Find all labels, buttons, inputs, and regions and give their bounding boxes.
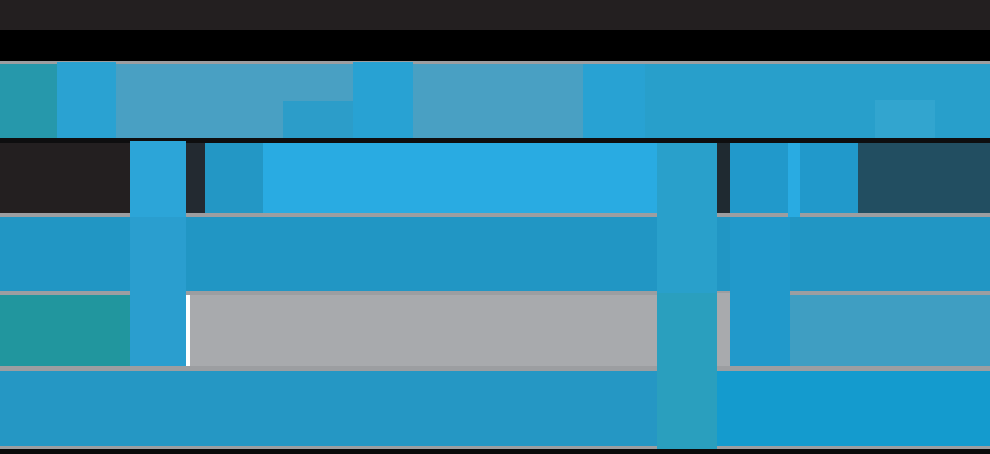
rule-gray-5: [0, 446, 990, 449]
row2-bright-sliver: [788, 143, 800, 220]
row2-dark-gap-1: [186, 143, 205, 213]
row2-blue-block-1: [205, 143, 263, 213]
row4-light-band: [790, 295, 990, 366]
header-strip: [0, 30, 990, 63]
row1-faint-block: [875, 100, 935, 141]
top-bar: [0, 0, 990, 30]
row4-teal-block: [0, 295, 130, 366]
row2-dark-gap-2: [717, 143, 730, 213]
row1-blue-block-c: [583, 64, 645, 141]
rule-gray-top: [0, 61, 990, 65]
row2-bright-main: [263, 143, 660, 213]
row1-right-band: [645, 64, 990, 141]
column-b-lower: [657, 293, 717, 449]
row2-dark-left: [0, 143, 130, 213]
column-c: [730, 217, 790, 366]
row1-teal-block: [0, 64, 58, 141]
row1-blue-block-a: [57, 62, 116, 141]
bottom-bar: [0, 449, 990, 454]
column-b-upper: [657, 143, 717, 293]
row2-blue-block-2: [730, 143, 788, 213]
row4-gray-strip: [717, 293, 730, 370]
row5-right-band: [717, 371, 990, 446]
rule-gray-3: [0, 291, 990, 295]
column-a-upper: [130, 141, 186, 217]
row2-navy-block: [858, 143, 990, 213]
row4-gray-band: [190, 295, 660, 366]
rule-black-1: [0, 138, 990, 143]
row5-left-band: [0, 371, 657, 446]
column-a-lower: [130, 217, 186, 367]
row1-step-block: [283, 101, 354, 141]
row1-blue-block-b: [353, 62, 413, 141]
rule-gray-2: [0, 213, 990, 217]
row2-blue-block-3: [800, 143, 858, 213]
rule-gray-4: [0, 366, 990, 371]
